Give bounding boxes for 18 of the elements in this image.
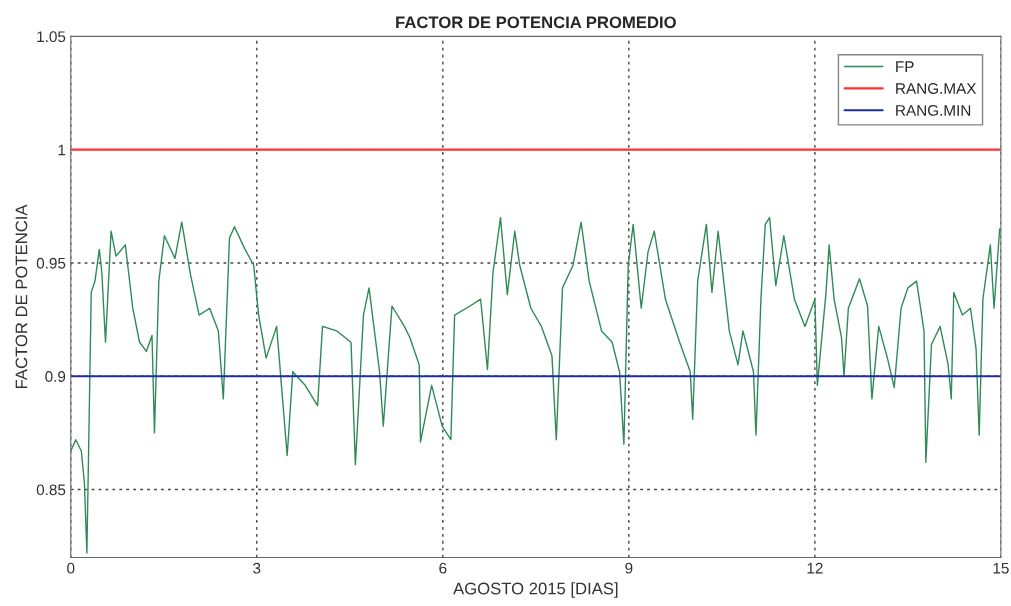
line-series xyxy=(70,216,1001,554)
y-tick-label: 0.9 xyxy=(45,371,66,382)
x-tick-label: 3 xyxy=(253,562,261,574)
y-tick-label: 1.05 xyxy=(37,31,66,43)
x-tick-label: 15 xyxy=(993,562,1009,574)
x-tick-label: 6 xyxy=(439,562,447,574)
y-tick-label: 0.85 xyxy=(36,484,66,496)
legend-label: RANG.MAX xyxy=(896,83,977,94)
y-axis-title: FACTOR DE POTENCIA xyxy=(15,204,28,389)
x-axis-title: AGOSTO 2015 [DIAS] xyxy=(453,582,618,598)
legend-label: RANG.MIN xyxy=(896,104,971,116)
x-tick-label: 0 xyxy=(67,562,75,574)
y-tick-label: 0.95 xyxy=(36,257,66,269)
x-tick-label: 9 xyxy=(625,562,633,574)
y-tick-label: 1 xyxy=(58,144,66,156)
chart-title: FACTOR DE POTENCIA PROMEDIO xyxy=(396,16,676,29)
x-tick-label: 12 xyxy=(807,562,823,574)
legend-label: FP xyxy=(896,61,914,72)
